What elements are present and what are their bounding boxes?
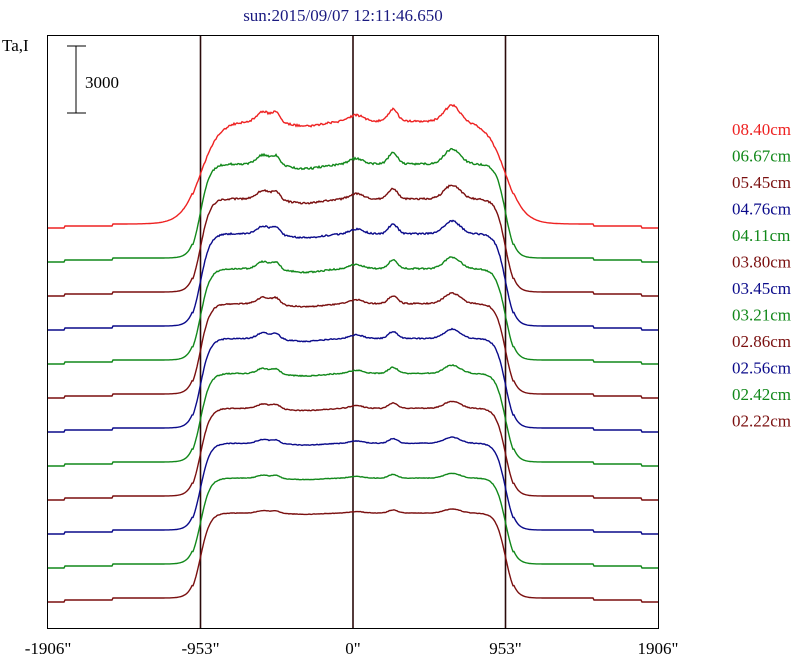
reference-lines	[199, 36, 507, 628]
series-line	[48, 147, 658, 263]
legend-item: 02.22cm	[732, 412, 791, 431]
chart-title: sun:2015/09/07 12:11:46.650	[243, 6, 443, 25]
series-line	[48, 436, 658, 535]
legend-item: 02.42cm	[732, 385, 791, 404]
legend-item: 03.45cm	[732, 279, 791, 298]
legend-item: 04.11cm	[732, 226, 790, 245]
series-line	[48, 291, 658, 399]
plot-frame	[47, 35, 659, 629]
series-layer	[48, 103, 658, 603]
legend-item: 03.80cm	[732, 253, 791, 272]
series-line	[48, 219, 658, 331]
x-tick-label: -953"	[181, 639, 219, 658]
legend: 08.40cm 06.67cm 05.45cm 04.76cm 04.11cm 03.80…	[732, 120, 791, 431]
series-line	[48, 103, 658, 229]
series-line	[48, 508, 658, 603]
legend-item: 06.67cm	[732, 147, 791, 166]
x-tick-label: 0"	[345, 639, 360, 658]
legend-item: 02.56cm	[732, 359, 791, 378]
x-tick-labels: -1906" -953" 0" 953" 1906"	[25, 639, 679, 658]
y-axis-label: Ta,I	[2, 36, 29, 55]
legend-item: 08.40cm	[732, 120, 791, 139]
legend-item: 03.21cm	[732, 306, 791, 325]
series-line	[48, 184, 658, 297]
scale-bar: 3000	[67, 45, 119, 114]
legend-item: 02.86cm	[732, 332, 791, 351]
scale-bar-label: 3000	[85, 73, 119, 92]
series-line	[48, 256, 658, 365]
x-tick-label: 1906"	[638, 639, 679, 658]
series-line	[48, 472, 658, 569]
series-line	[48, 327, 658, 433]
x-tick-label: 953"	[489, 639, 521, 658]
series-line	[48, 364, 658, 467]
x-tick-label: -1906"	[25, 639, 72, 658]
legend-item: 05.45cm	[732, 173, 791, 192]
legend-item: 04.76cm	[732, 200, 791, 219]
series-line	[48, 400, 658, 501]
